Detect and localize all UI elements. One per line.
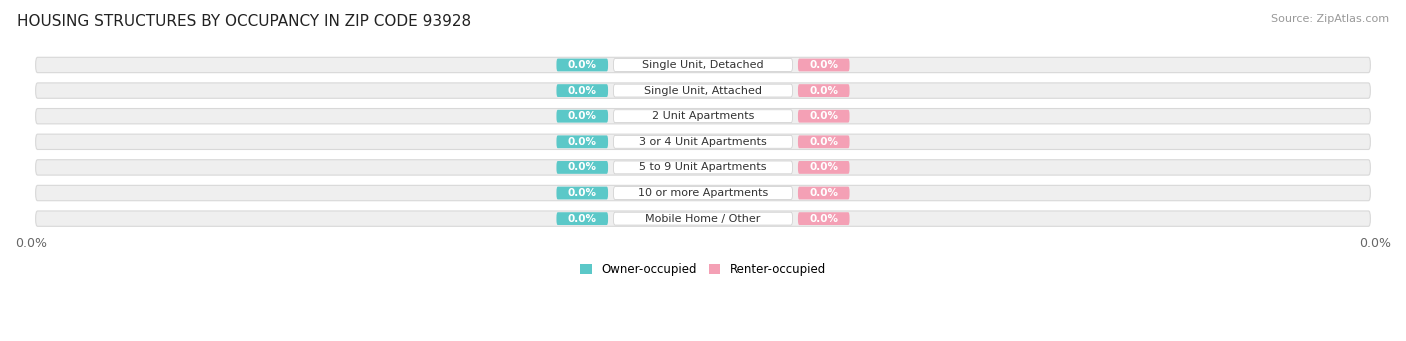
Text: 0.0%: 0.0% [568,188,596,198]
Text: 0.0%: 0.0% [810,188,838,198]
Text: 0.0%: 0.0% [568,137,596,147]
Text: 10 or more Apartments: 10 or more Apartments [638,188,768,198]
Text: 0.0%: 0.0% [568,60,596,70]
FancyBboxPatch shape [799,135,849,148]
FancyBboxPatch shape [613,84,793,97]
Text: 0.0%: 0.0% [1360,237,1391,250]
FancyBboxPatch shape [557,212,607,225]
FancyBboxPatch shape [35,211,1371,226]
Text: 0.0%: 0.0% [810,137,838,147]
FancyBboxPatch shape [613,187,793,199]
FancyBboxPatch shape [35,83,1371,98]
FancyBboxPatch shape [799,59,849,71]
Text: 0.0%: 0.0% [568,162,596,173]
Text: Single Unit, Detached: Single Unit, Detached [643,60,763,70]
Text: 0.0%: 0.0% [568,86,596,95]
Text: 0.0%: 0.0% [810,60,838,70]
FancyBboxPatch shape [557,84,607,97]
Text: 5 to 9 Unit Apartments: 5 to 9 Unit Apartments [640,162,766,173]
FancyBboxPatch shape [35,186,1371,201]
FancyBboxPatch shape [799,161,849,174]
FancyBboxPatch shape [35,160,1371,175]
FancyBboxPatch shape [799,187,849,199]
FancyBboxPatch shape [35,57,1371,73]
Text: 0.0%: 0.0% [15,237,46,250]
FancyBboxPatch shape [799,212,849,225]
Text: 0.0%: 0.0% [568,213,596,224]
Text: Single Unit, Attached: Single Unit, Attached [644,86,762,95]
Text: 2 Unit Apartments: 2 Unit Apartments [652,111,754,121]
Text: 0.0%: 0.0% [810,86,838,95]
FancyBboxPatch shape [613,212,793,225]
FancyBboxPatch shape [557,59,607,71]
Text: 0.0%: 0.0% [810,213,838,224]
FancyBboxPatch shape [613,110,793,123]
Text: 0.0%: 0.0% [810,111,838,121]
Text: HOUSING STRUCTURES BY OCCUPANCY IN ZIP CODE 93928: HOUSING STRUCTURES BY OCCUPANCY IN ZIP C… [17,14,471,29]
Text: Mobile Home / Other: Mobile Home / Other [645,213,761,224]
FancyBboxPatch shape [613,59,793,71]
Text: 0.0%: 0.0% [810,162,838,173]
FancyBboxPatch shape [557,161,607,174]
FancyBboxPatch shape [613,161,793,174]
FancyBboxPatch shape [557,110,607,123]
Text: 3 or 4 Unit Apartments: 3 or 4 Unit Apartments [640,137,766,147]
Legend: Owner-occupied, Renter-occupied: Owner-occupied, Renter-occupied [575,258,831,281]
FancyBboxPatch shape [613,135,793,148]
FancyBboxPatch shape [557,187,607,199]
FancyBboxPatch shape [557,135,607,148]
FancyBboxPatch shape [799,110,849,123]
Text: 0.0%: 0.0% [568,111,596,121]
FancyBboxPatch shape [35,108,1371,124]
Text: Source: ZipAtlas.com: Source: ZipAtlas.com [1271,14,1389,24]
FancyBboxPatch shape [799,84,849,97]
FancyBboxPatch shape [35,134,1371,149]
